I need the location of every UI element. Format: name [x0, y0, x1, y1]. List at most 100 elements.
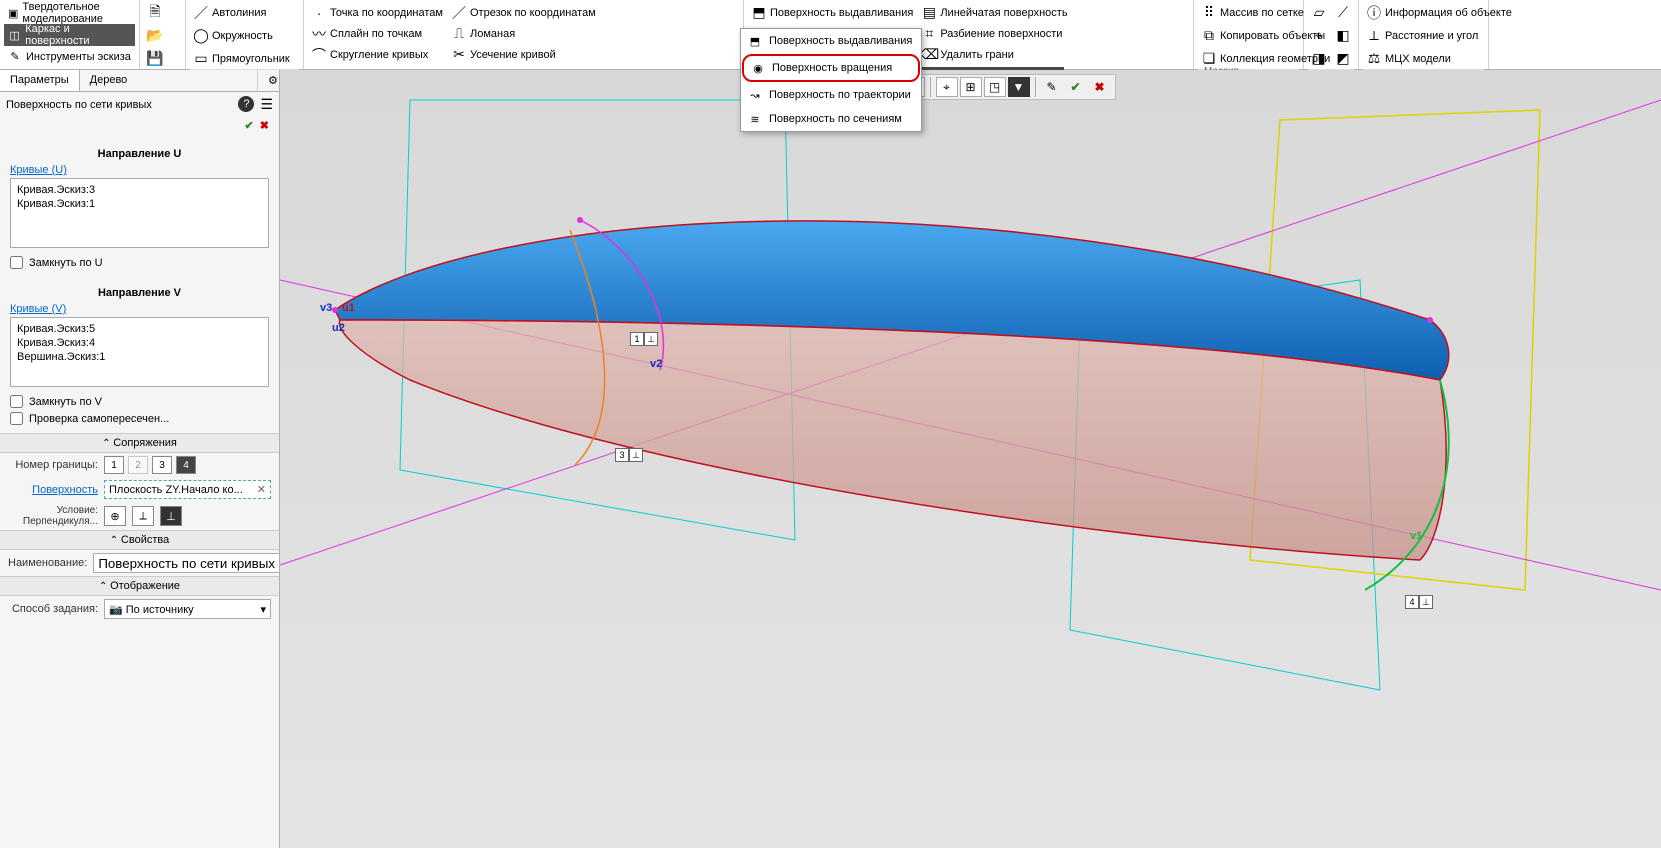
display-header[interactable]: Отображение [0, 576, 279, 596]
gear-icon: ⚙ [268, 75, 278, 87]
accept-button[interactable]: ✔ [244, 120, 253, 132]
curves-v-link[interactable]: Кривые (V) [10, 303, 66, 315]
aux-5-button[interactable]: ◨ [1308, 48, 1330, 69]
ribbon-aux: ▱ ⟋ ⌖ ◧ ◨ ◩ Вспом...▾ [1304, 0, 1359, 69]
save-file-button[interactable]: 💾 [144, 48, 166, 69]
surface-row: Поверхность Плоскость ZY.Начало ко... ✕ [0, 477, 279, 502]
dd-extrude[interactable]: ⬒Поверхность выдавливания [741, 29, 921, 53]
dd-sweep[interactable]: ↝Поверхность по траектории [741, 83, 921, 107]
split-surf-button[interactable]: ⌗Разбиение поверхности [918, 23, 1070, 44]
help-button[interactable]: ? [238, 96, 254, 112]
panel-settings-button[interactable]: ⚙ [257, 70, 279, 91]
list-icon[interactable]: ☰ [260, 96, 273, 113]
curves-v-list[interactable]: Кривая.Эскиз:5 Кривая.Эскиз:4 Вершина.Эс… [10, 317, 269, 387]
tools-icon: ✎ [8, 50, 22, 64]
vt-accept[interactable]: ✔ [1065, 77, 1087, 97]
rect-button[interactable]: ▭Прямоугольник [190, 48, 293, 69]
list-item[interactable]: Кривая.Эскиз:3 [17, 183, 262, 197]
vt-pen[interactable]: ✎ [1041, 77, 1063, 97]
wire-icon: ◫ [8, 28, 21, 42]
name-input[interactable] [93, 553, 280, 573]
vt-axes[interactable]: ◳ [984, 77, 1006, 97]
mode-select[interactable]: 📷 По источнику ▾ [104, 599, 271, 619]
extrude-surf-button[interactable]: ⬒Поверхность выдавливания [748, 2, 916, 23]
tag-1[interactable]: 1⊥ [630, 332, 658, 346]
tag-4[interactable]: 4⊥ [1405, 595, 1433, 609]
close-v-checkbox[interactable]: Замкнуть по V [10, 393, 269, 410]
vt-cancel[interactable]: ✖ [1089, 77, 1111, 97]
props-header[interactable]: Свойства [0, 530, 279, 550]
list-item[interactable]: Кривая.Эскиз:4 [17, 336, 262, 350]
surface-dropdown: ⬒Поверхность выдавливания ◉Поверхность в… [740, 28, 922, 132]
mcx-button[interactable]: ⚖МЦХ модели [1363, 48, 1515, 69]
ribbon-quick: 🗎 📂 💾 🖶 ↶ ↷ Системная▾ [140, 0, 186, 69]
tag-3[interactable]: 3⊥ [615, 448, 643, 462]
selfcheck-checkbox[interactable]: Проверка самопересечен... [10, 410, 269, 427]
clear-surface-button[interactable]: ✕ [257, 483, 266, 496]
camera-icon: 📷 [109, 604, 123, 616]
polyline-button[interactable]: ⎍Ломаная [448, 23, 599, 44]
border-1[interactable]: 1 [104, 456, 124, 474]
dir-u-label: Направление U [10, 144, 269, 164]
vt-snap[interactable]: ⌖ [936, 77, 958, 97]
surface-link[interactable]: Поверхность [8, 484, 98, 496]
line-icon: ／ [193, 5, 209, 21]
info-button[interactable]: ⓘИнформация об объекте [1363, 2, 1515, 23]
tab-wireframe[interactable]: ◫Каркас и поверхности [4, 24, 135, 46]
aux-2-button[interactable]: ⟋ [1332, 2, 1354, 23]
border-4[interactable]: 4 [176, 456, 196, 474]
dd-revolve[interactable]: ◉Поверхность вращения [742, 54, 920, 82]
border-2[interactable]: 2 [128, 456, 148, 474]
ruled-surf-button[interactable]: ▤Линейчатая поверхность [918, 2, 1070, 23]
delete-faces-button[interactable]: ⌫Удалить грани [918, 44, 1070, 65]
cube-icon: ▣ [8, 6, 18, 20]
mass-icon: ⚖ [1366, 51, 1382, 67]
border-3[interactable]: 3 [152, 456, 172, 474]
axis-icon: ⟋ [1335, 5, 1351, 21]
aux5-icon: ◨ [1311, 51, 1327, 67]
open-file-button[interactable]: 📂 [144, 25, 166, 46]
vt-grid[interactable]: ⊞ [960, 77, 982, 97]
vt-filter[interactable]: ▼ [1008, 77, 1030, 97]
direction-v-section: Направление V Кривые (V) Кривая.Эскиз:5 … [0, 277, 279, 433]
main-area: Параметры Дерево ⚙ Поверхность по сети к… [0, 70, 1661, 848]
tab-sketch-tools[interactable]: ✎Инструменты эскиза [4, 46, 135, 67]
trim-button[interactable]: ✂Усечение кривой [448, 44, 599, 65]
aux-6-button[interactable]: ◩ [1332, 48, 1354, 69]
dd-loft[interactable]: ≋Поверхность по сечениям [741, 107, 921, 131]
reject-button[interactable]: ✖ [260, 120, 269, 132]
tab-tree[interactable]: Дерево [80, 70, 138, 91]
tab-solid[interactable]: ▣Твердотельное моделирование [4, 2, 135, 24]
label-u1: u1 [342, 302, 355, 314]
cond-tan[interactable]: ⟂ [132, 506, 154, 526]
close-u-checkbox[interactable]: Замкнуть по U [10, 254, 269, 271]
list-item[interactable]: Кривая.Эскиз:5 [17, 322, 262, 336]
distance-button[interactable]: ⟂Расстояние и угол [1363, 25, 1515, 46]
autoline-button[interactable]: ／Автолиния [190, 2, 293, 23]
cond-none[interactable]: ⊕ [104, 506, 126, 526]
curves-u-link[interactable]: Кривые (U) [10, 164, 67, 176]
aux-1-button[interactable]: ▱ [1308, 2, 1330, 23]
new-file-button[interactable]: 🗎 [144, 2, 166, 23]
surface-input[interactable]: Плоскость ZY.Начало ко... ✕ [104, 480, 271, 499]
list-item[interactable]: Кривая.Эскиз:1 [17, 197, 262, 211]
list-item[interactable]: Вершина.Эскиз:1 [17, 350, 262, 364]
round-button[interactable]: ⌒Скругление кривых [308, 44, 446, 65]
mates-header[interactable]: Сопряжения [0, 433, 279, 453]
ribbon-mode-tabs: ▣Твердотельное моделирование ◫Каркас и п… [0, 0, 140, 69]
save-icon: 💾 [147, 51, 163, 67]
aux-4-button[interactable]: ◧ [1332, 25, 1354, 46]
trim-icon: ✂ [451, 47, 467, 63]
name-row: Наименование: [0, 550, 279, 576]
delete-face-icon: ⌫ [921, 47, 937, 63]
point-button[interactable]: ·Точка по координатам [308, 2, 446, 23]
segment-button[interactable]: ／Отрезок по координатам [448, 2, 599, 23]
viewport[interactable]: ◫ ▤ 👁 ▣ ⌖ ⊞ ◳ ▼ ✎ ✔ ✖ [280, 70, 1661, 848]
label-v3: v3 [320, 302, 332, 314]
spline-button[interactable]: 〰Сплайн по точкам [308, 23, 446, 44]
curves-u-list[interactable]: Кривая.Эскиз:3 Кривая.Эскиз:1 [10, 178, 269, 248]
circle-button[interactable]: ◯Окружность [190, 25, 293, 46]
cond-perp[interactable]: ⊥ [160, 506, 182, 526]
tab-parameters[interactable]: Параметры [0, 70, 80, 91]
aux-3-button[interactable]: ⌖ [1308, 25, 1330, 46]
